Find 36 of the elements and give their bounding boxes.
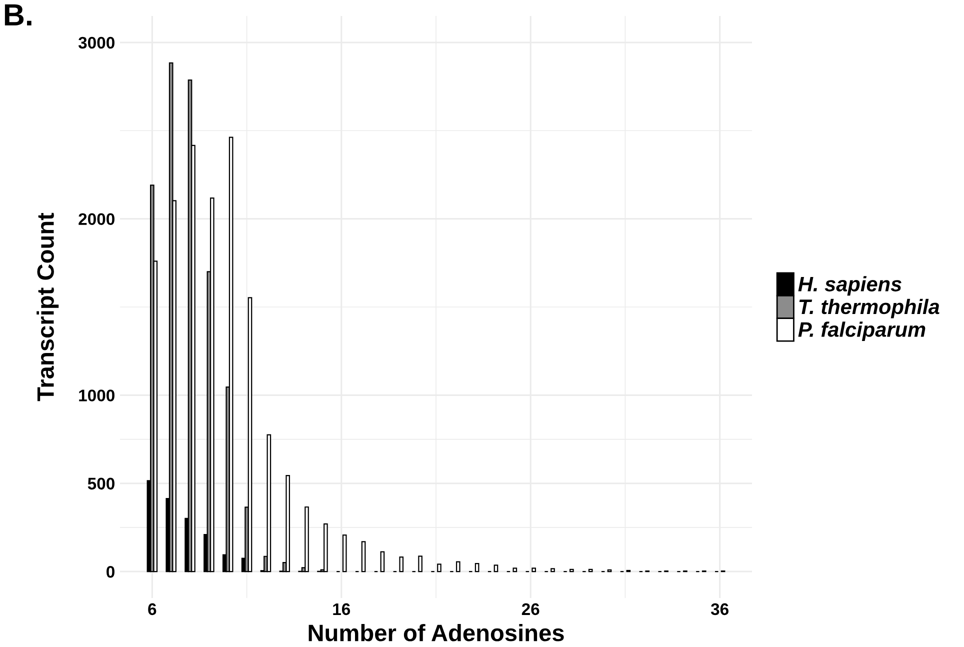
y-tick-label: 0 xyxy=(106,566,114,578)
x-tick-label: 36 xyxy=(710,603,728,616)
legend-label: T. thermophila xyxy=(799,298,940,318)
bar xyxy=(210,197,214,572)
y-tick-label: 2000 xyxy=(78,213,114,226)
bar xyxy=(570,568,574,572)
x-axis-title: Number of Adenosines xyxy=(308,624,564,642)
bar xyxy=(512,568,518,572)
bar xyxy=(304,506,309,572)
y-tick-label: 500 xyxy=(88,478,114,490)
bar xyxy=(342,534,347,572)
bar xyxy=(437,564,442,572)
bar xyxy=(228,136,234,572)
x-tick-label: 6 xyxy=(148,603,156,616)
bar xyxy=(380,551,385,572)
y-axis-title: Transcript Count xyxy=(36,212,59,402)
x-tick-label: 26 xyxy=(522,603,540,616)
y-tick-label: 3000 xyxy=(78,36,114,49)
chart-title: B. xyxy=(4,4,32,26)
bar xyxy=(361,541,366,572)
bar xyxy=(456,561,460,572)
bar xyxy=(286,475,290,572)
bar xyxy=(399,556,404,572)
bar xyxy=(550,568,555,572)
bar xyxy=(266,434,272,572)
bar xyxy=(324,523,328,572)
y-tick-label: 1000 xyxy=(79,390,114,402)
legend-label: P. falciparum xyxy=(798,322,926,342)
bar xyxy=(418,556,422,572)
bar xyxy=(588,568,593,572)
legend-label: H. sapiens xyxy=(798,276,902,296)
bar xyxy=(474,563,480,572)
bar xyxy=(532,568,536,572)
x-tick-label: 16 xyxy=(333,603,350,616)
bar xyxy=(494,564,498,572)
bar xyxy=(248,297,252,572)
